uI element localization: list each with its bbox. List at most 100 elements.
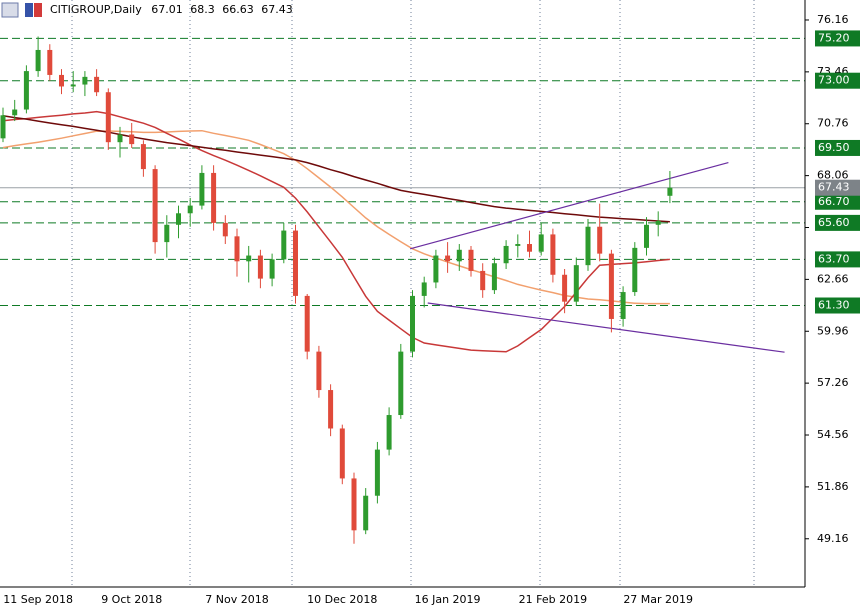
candle-body xyxy=(515,244,521,246)
symbol: CITIGROUP,Daily xyxy=(50,3,142,16)
candle-body xyxy=(281,230,287,260)
level-label: 75.20 xyxy=(818,31,850,44)
candle-body xyxy=(339,428,345,479)
axis: 76.1673.4670.7668.0665.3662.6659.9657.26… xyxy=(3,13,860,606)
price-label: 67.43 xyxy=(818,181,850,194)
candle-body xyxy=(12,109,18,116)
price-tag: 67.43 xyxy=(815,179,860,196)
candle-body xyxy=(211,172,217,223)
candle-body xyxy=(386,415,392,450)
level-tag: 66.70 xyxy=(815,193,860,210)
candle-body xyxy=(187,205,193,214)
y-tick-label: 70.76 xyxy=(817,117,849,130)
level-label: 69.50 xyxy=(818,141,850,154)
candle-body xyxy=(140,144,146,170)
candle-body xyxy=(456,249,462,262)
candle-body xyxy=(667,187,673,196)
ohlc-open: 67.01 xyxy=(151,3,183,16)
icon xyxy=(25,3,33,17)
candle-body xyxy=(47,49,53,75)
candle-body xyxy=(410,295,415,352)
level-box xyxy=(815,251,860,268)
candle-body xyxy=(117,134,123,143)
level-label: 65.60 xyxy=(818,216,850,229)
candle-body xyxy=(59,74,64,87)
moving-average xyxy=(2,114,670,223)
moving-average xyxy=(2,110,670,353)
candle-body xyxy=(585,226,591,266)
candle-body xyxy=(562,274,568,302)
y-tick-label: 49.16 xyxy=(817,532,849,545)
candle-body xyxy=(70,84,76,87)
candle-body xyxy=(316,351,322,391)
ohlc-high: 68.3 xyxy=(190,3,215,16)
candle-body xyxy=(152,169,158,243)
level-tag: 63.70 xyxy=(815,251,860,268)
y-tick-label: 54.56 xyxy=(817,428,849,441)
y-tick-label: 57.26 xyxy=(817,376,849,389)
candle-body xyxy=(538,234,544,252)
moving-average xyxy=(2,129,670,305)
candle-body xyxy=(608,253,614,319)
level-tag: 65.60 xyxy=(815,214,860,231)
x-tick-label: 10 Dec 2018 xyxy=(307,593,377,606)
level-box xyxy=(815,214,860,231)
y-tick-label: 59.96 xyxy=(817,324,849,337)
candle-body xyxy=(655,220,661,225)
candle-body xyxy=(550,234,556,275)
candle-body xyxy=(421,282,427,296)
y-tick-label: 76.16 xyxy=(817,13,849,26)
icon xyxy=(34,3,42,17)
candle-body xyxy=(82,76,88,85)
candle-body xyxy=(234,236,240,262)
level-label: 63.70 xyxy=(818,252,850,265)
level-tag: 61.30 xyxy=(815,297,860,314)
candle-body xyxy=(632,247,638,293)
level-tag: 69.50 xyxy=(815,139,860,156)
x-tick-label: 27 Mar 2019 xyxy=(623,593,693,606)
candle-body xyxy=(363,495,369,531)
candle-body xyxy=(468,249,474,271)
candle-body xyxy=(246,255,252,262)
candle-body xyxy=(269,259,275,279)
candle-body xyxy=(503,245,509,264)
candle-body xyxy=(293,230,298,296)
candle-body xyxy=(35,49,41,72)
candle-body xyxy=(0,115,6,139)
x-tick-label: 16 Jan 2019 xyxy=(415,593,481,606)
candle-body xyxy=(527,244,532,252)
price-box xyxy=(815,179,860,196)
trendline xyxy=(410,161,729,250)
candle-body xyxy=(257,255,263,279)
candle-body xyxy=(129,134,135,145)
level-label: 66.70 xyxy=(818,195,850,208)
candle-body xyxy=(164,224,170,243)
x-tick-label: 11 Sep 2018 xyxy=(3,593,73,606)
level-box xyxy=(815,72,860,89)
trendline xyxy=(427,302,785,353)
x-tick-label: 9 Oct 2018 xyxy=(101,593,162,606)
candle-body xyxy=(222,222,228,237)
candle-body xyxy=(105,92,111,143)
candle-body xyxy=(304,295,310,352)
candle-body xyxy=(480,270,486,291)
candle-body xyxy=(94,76,100,93)
candle-body xyxy=(644,224,649,248)
ohlc-close: 67.43 xyxy=(261,3,293,16)
chart-title: CITIGROUP,Daily 67.01 68.3 66.63 67.43 xyxy=(50,3,293,16)
icon xyxy=(1,2,19,18)
level-label: 61.30 xyxy=(818,299,850,312)
candle-body xyxy=(491,263,497,291)
level-tag: 73.00 xyxy=(815,72,860,89)
y-tick-label: 68.06 xyxy=(817,169,849,182)
y-tick-label: 51.86 xyxy=(817,480,849,493)
candle-body xyxy=(573,265,579,302)
candle-body xyxy=(620,292,626,319)
level-tag: 75.20 xyxy=(815,30,860,47)
x-tick-label: 7 Nov 2018 xyxy=(205,593,268,606)
candle-body xyxy=(445,255,451,262)
candle-body xyxy=(23,71,29,110)
y-tick-label: 62.66 xyxy=(817,272,849,285)
candle-body xyxy=(374,449,380,496)
